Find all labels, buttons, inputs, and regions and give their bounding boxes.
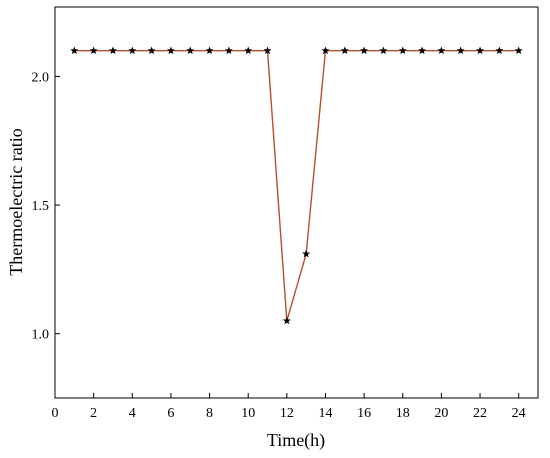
x-tick-label: 18 bbox=[396, 406, 410, 421]
data-point-star bbox=[147, 46, 156, 55]
y-tick-label: 1.0 bbox=[32, 328, 50, 343]
data-point-star bbox=[418, 46, 427, 55]
x-axis-title: Time(h) bbox=[267, 430, 325, 451]
plot-frame bbox=[54, 6, 539, 399]
data-point-star bbox=[282, 316, 291, 325]
data-point-star bbox=[244, 46, 253, 55]
data-point-star bbox=[360, 46, 369, 55]
y-axis-title: Thermoelectric ratio bbox=[6, 128, 26, 275]
data-point-star bbox=[495, 46, 504, 55]
data-point-star bbox=[70, 46, 79, 55]
data-point-star bbox=[321, 46, 330, 55]
x-tick-label: 0 bbox=[52, 406, 59, 421]
data-point-star bbox=[379, 46, 388, 55]
data-point-star bbox=[514, 46, 523, 55]
x-tick-label: 6 bbox=[167, 406, 174, 421]
series-layer bbox=[70, 46, 523, 325]
x-tick-label: 10 bbox=[241, 406, 255, 421]
data-point-star bbox=[108, 46, 117, 55]
x-axis-ticks: 0 2 4 6 8 10 12 14 16 18 20 22 24 bbox=[52, 393, 526, 421]
data-point-star bbox=[476, 46, 485, 55]
x-tick-label: 12 bbox=[280, 406, 294, 421]
data-point-star bbox=[186, 46, 195, 55]
x-tick-label: 2 bbox=[90, 406, 97, 421]
data-point-star bbox=[205, 46, 214, 55]
x-tick-label: 8 bbox=[206, 406, 213, 421]
data-point-star bbox=[224, 46, 233, 55]
x-tick-label: 20 bbox=[434, 406, 448, 421]
data-point-star bbox=[456, 46, 465, 55]
data-point-star bbox=[166, 46, 175, 55]
x-tick-label: 4 bbox=[129, 406, 136, 421]
data-point-star bbox=[340, 46, 349, 55]
data-point-star bbox=[89, 46, 98, 55]
x-tick-label: 14 bbox=[318, 406, 332, 421]
y-tick-label: 1.5 bbox=[32, 199, 50, 214]
y-axis-ticks: 1.0 1.5 2.0 bbox=[32, 70, 60, 343]
data-point-star bbox=[128, 46, 137, 55]
data-point-star bbox=[398, 46, 407, 55]
series-line bbox=[74, 50, 519, 322]
data-point-star bbox=[302, 249, 311, 258]
x-tick-label: 24 bbox=[512, 406, 526, 421]
x-tick-label: 22 bbox=[473, 406, 487, 421]
y-tick-label: 2.0 bbox=[32, 70, 50, 85]
x-tick-label: 16 bbox=[357, 406, 371, 421]
data-point-star bbox=[437, 46, 446, 55]
data-point-star bbox=[263, 46, 272, 55]
